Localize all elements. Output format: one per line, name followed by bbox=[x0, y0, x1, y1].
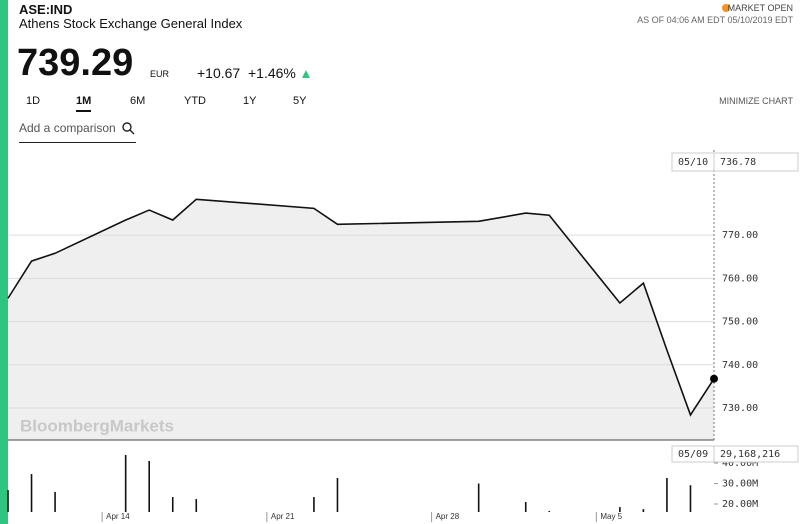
accent-bar bbox=[0, 0, 8, 524]
range-tab[interactable]: 1D bbox=[26, 95, 41, 107]
range-tab[interactable]: 1M bbox=[76, 95, 92, 112]
search-icon bbox=[129, 129, 135, 135]
change-pct: +1.46% bbox=[248, 65, 296, 81]
price: 739.29 bbox=[17, 42, 134, 84]
readout-date: 05/10 bbox=[678, 157, 708, 168]
x-tick-label: May 5 bbox=[600, 512, 622, 521]
readout-date: 05/09 bbox=[678, 449, 708, 460]
search-icon bbox=[122, 122, 132, 132]
ticker: ASE:IND bbox=[19, 2, 73, 17]
range-tab[interactable]: 6M bbox=[130, 95, 146, 107]
as-of: AS OF 04:06 AM EDT 05/10/2019 EDT bbox=[637, 15, 793, 25]
y-tick-label: 40.00M bbox=[722, 458, 758, 469]
index-name: Athens Stock Exchange General Index bbox=[19, 16, 243, 31]
y-tick-label: 20.00M bbox=[722, 499, 758, 510]
x-tick-label: Apr 14 bbox=[106, 512, 130, 521]
readout-box bbox=[671, 445, 799, 463]
x-tick-label: Apr 21 bbox=[271, 512, 295, 521]
status-dot bbox=[722, 4, 730, 12]
change: +10.67 bbox=[197, 65, 241, 81]
comparison-input[interactable]: Add a comparison bbox=[19, 121, 136, 143]
y-tick-label: 750.00 bbox=[722, 317, 758, 328]
currency: EUR bbox=[150, 69, 170, 79]
readout-value: 736.78 bbox=[720, 157, 756, 168]
y-tick-label: 30.00M bbox=[722, 479, 758, 490]
range-tab[interactable]: 5Y bbox=[293, 95, 307, 107]
last-point bbox=[710, 374, 718, 383]
y-tick-label: 740.00 bbox=[722, 360, 758, 371]
market-status: MARKET OPEN bbox=[727, 3, 793, 13]
minimize-chart[interactable]: MINIMIZE CHART bbox=[719, 96, 793, 106]
y-tick-label: 770.00 bbox=[722, 230, 758, 241]
line-area bbox=[8, 199, 714, 440]
y-tick-label: 730.00 bbox=[722, 403, 758, 414]
x-tick-label: Apr 28 bbox=[436, 512, 460, 521]
comparison-placeholder: Add a comparison bbox=[19, 121, 116, 135]
readout-value: 29,168,216 bbox=[720, 449, 780, 460]
range-tab[interactable]: 1Y bbox=[243, 95, 257, 107]
y-tick-label: 760.00 bbox=[722, 273, 758, 284]
range-tab[interactable]: YTD bbox=[184, 95, 206, 107]
price-line bbox=[7, 198, 715, 417]
watermark: BloombergMarkets bbox=[20, 416, 174, 435]
up-arrow bbox=[302, 70, 310, 78]
readout-box bbox=[671, 152, 799, 172]
